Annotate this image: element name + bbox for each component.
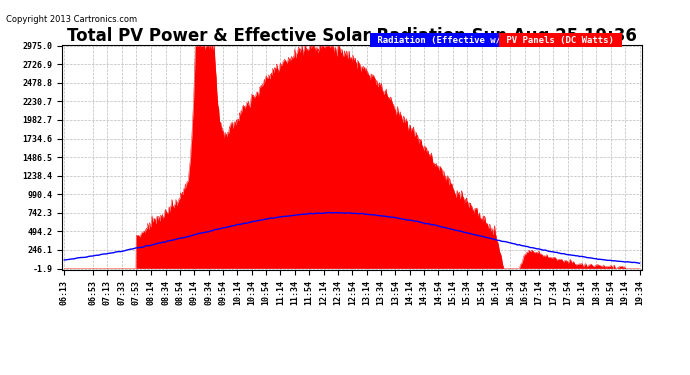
Text: Radiation (Effective w/m2): Radiation (Effective w/m2): [372, 36, 523, 45]
Text: Copyright 2013 Cartronics.com: Copyright 2013 Cartronics.com: [6, 15, 137, 24]
Text: PV Panels (DC Watts): PV Panels (DC Watts): [502, 36, 620, 45]
Title: Total PV Power & Effective Solar Radiation Sun Aug 25 19:36: Total PV Power & Effective Solar Radiati…: [67, 27, 637, 45]
